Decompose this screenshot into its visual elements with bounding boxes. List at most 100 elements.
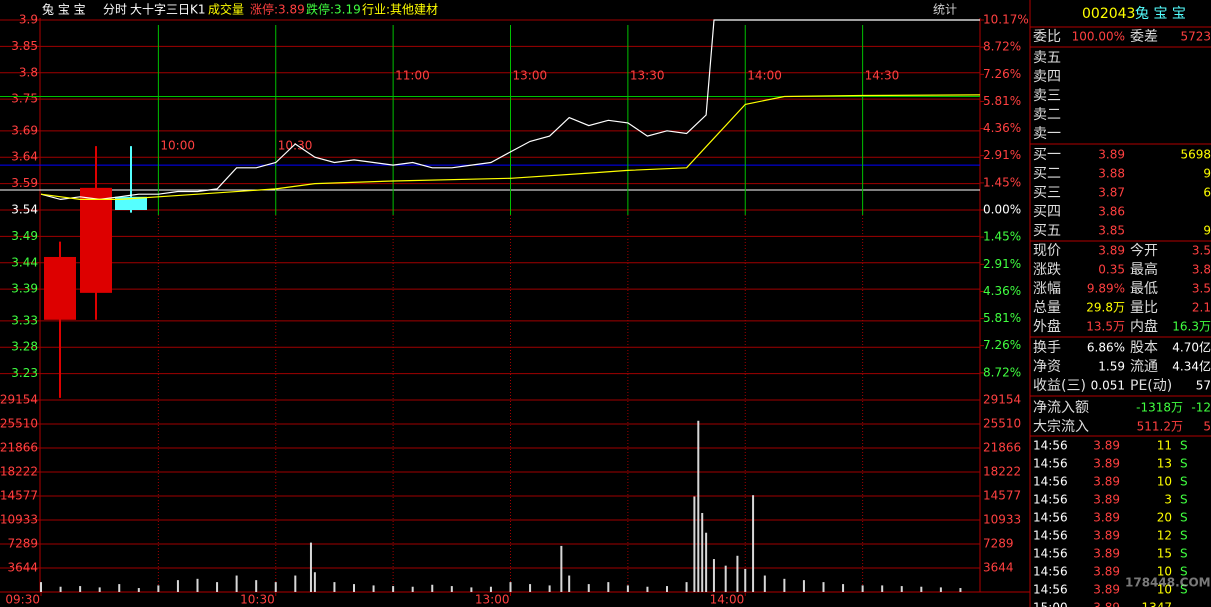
bid-price: 3.85 (1098, 224, 1125, 238)
label: 今开 (1130, 243, 1158, 259)
volume-bar (959, 588, 962, 592)
time-mark-label: 14:30 (865, 69, 900, 83)
volume-tick-label: 21866 (0, 440, 38, 454)
ask-label: 卖二 (1033, 107, 1061, 123)
bid-volume: 9 (1203, 167, 1211, 181)
volume-bar (309, 542, 312, 592)
label: 量比 (1130, 300, 1158, 316)
label: 净资 (1033, 359, 1061, 375)
bid-label: 买一 (1033, 147, 1061, 163)
volume-bar (842, 584, 845, 592)
volume-bar (450, 586, 453, 592)
volume-bar (137, 588, 140, 592)
toolbar-item: 成交量 (208, 2, 244, 17)
stock-name: 兔 宝 宝 (1135, 6, 1186, 22)
toolbar-item: 涨停:3.89 (250, 2, 305, 17)
volume-tick-label-right: 21866 (983, 440, 1021, 454)
y2-tick-label: 0.00% (983, 203, 1021, 217)
label: 委差 (1130, 29, 1158, 45)
volume-tick-label: 14577 (0, 489, 38, 503)
value: 3.5 (1192, 244, 1211, 258)
trade-volume: 20 (1157, 511, 1172, 525)
value: 5723 (1180, 30, 1211, 44)
volume-bar (333, 582, 336, 592)
volume-bar (118, 584, 121, 592)
x-tick-label: 13:00 (475, 593, 510, 607)
y-tick-label: 3.33 (11, 313, 38, 327)
volume-bar (900, 586, 903, 592)
volume-bar (763, 575, 766, 592)
bid-label: 买二 (1033, 166, 1061, 182)
y-tick-label: 3.64 (11, 150, 38, 164)
volume-bar (752, 495, 755, 592)
trade-side: S (1180, 529, 1188, 543)
y2-tick-label: 1.45% (983, 230, 1021, 244)
ask-label: 卖四 (1033, 69, 1061, 85)
value: 13.5万 (1086, 320, 1125, 334)
label: 委比 (1033, 29, 1061, 45)
trade-time: 14:56 (1033, 475, 1068, 489)
volume-bar (861, 585, 864, 592)
candle-body (80, 187, 112, 293)
trade-time: 14:56 (1033, 511, 1068, 525)
bid-volume: 5698 (1180, 148, 1211, 162)
volume-tick-label-right: 3644 (983, 561, 1014, 575)
value: 3.5 (1192, 282, 1211, 296)
label: 外盘 (1033, 318, 1061, 335)
volume-bar (255, 580, 258, 592)
y-tick-label: 3.28 (11, 340, 38, 354)
volume-tick-label: 10933 (0, 512, 38, 526)
trade-price: 3.89 (1093, 511, 1120, 525)
volume-bar (607, 582, 610, 592)
trade-volume: 1347 (1141, 601, 1172, 607)
y2-tick-label: 5.81% (983, 94, 1021, 108)
ask-label: 卖五 (1033, 50, 1061, 66)
volume-bar (783, 578, 786, 592)
label: PE(动) (1130, 378, 1172, 394)
flow-label: 净流入额 (1033, 400, 1089, 416)
volume-bar (40, 582, 42, 592)
volume-bar (392, 586, 395, 592)
toolbar-item: 分时 (103, 3, 127, 17)
y2-tick-label: 5.81% (983, 311, 1021, 325)
trade-price: 3.89 (1093, 565, 1120, 579)
trade-price: 3.89 (1093, 439, 1120, 453)
volume-bar (157, 585, 160, 592)
volume-tick-label-right: 14577 (983, 489, 1021, 503)
trade-volume: 13 (1157, 457, 1172, 471)
bid-label: 买三 (1033, 185, 1061, 201)
label: 换手 (1033, 339, 1061, 356)
trade-side: S (1180, 439, 1188, 453)
volume-bar (744, 568, 747, 592)
volume-bar (802, 580, 805, 592)
volume-bar (59, 586, 62, 592)
volume-bar (79, 586, 82, 592)
label: 最低 (1130, 281, 1158, 297)
bid-price: 3.89 (1098, 148, 1125, 162)
y-tick-label: 3.9 (19, 13, 38, 27)
volume-bar (701, 512, 704, 592)
bid-volume: 9 (1203, 224, 1211, 238)
volume-bar (568, 575, 571, 592)
value: 57 (1196, 379, 1211, 393)
volume-bar (313, 572, 316, 592)
ask-label: 卖一 (1033, 126, 1061, 142)
volume-bar (548, 585, 551, 592)
volume-bar (693, 496, 696, 592)
volume-bar (666, 586, 668, 592)
volume-bar (489, 586, 492, 592)
x-tick-label: 09:30 (5, 593, 40, 607)
value: 2.1 (1192, 301, 1211, 315)
x-tick-label: 10:30 (240, 593, 275, 607)
trade-time: 14:56 (1033, 565, 1068, 579)
bid-label: 买四 (1033, 204, 1061, 220)
trade-time: 15:00 (1033, 601, 1068, 607)
value: 0.051 (1091, 379, 1125, 393)
bid-label: 买五 (1033, 223, 1061, 239)
trade-time: 14:56 (1033, 493, 1068, 507)
volume-bar (587, 584, 590, 592)
price-line (40, 19, 980, 201)
volume-tick-label: 3644 (7, 561, 38, 575)
toolbar-item: 行业:其他建材 (362, 3, 438, 17)
